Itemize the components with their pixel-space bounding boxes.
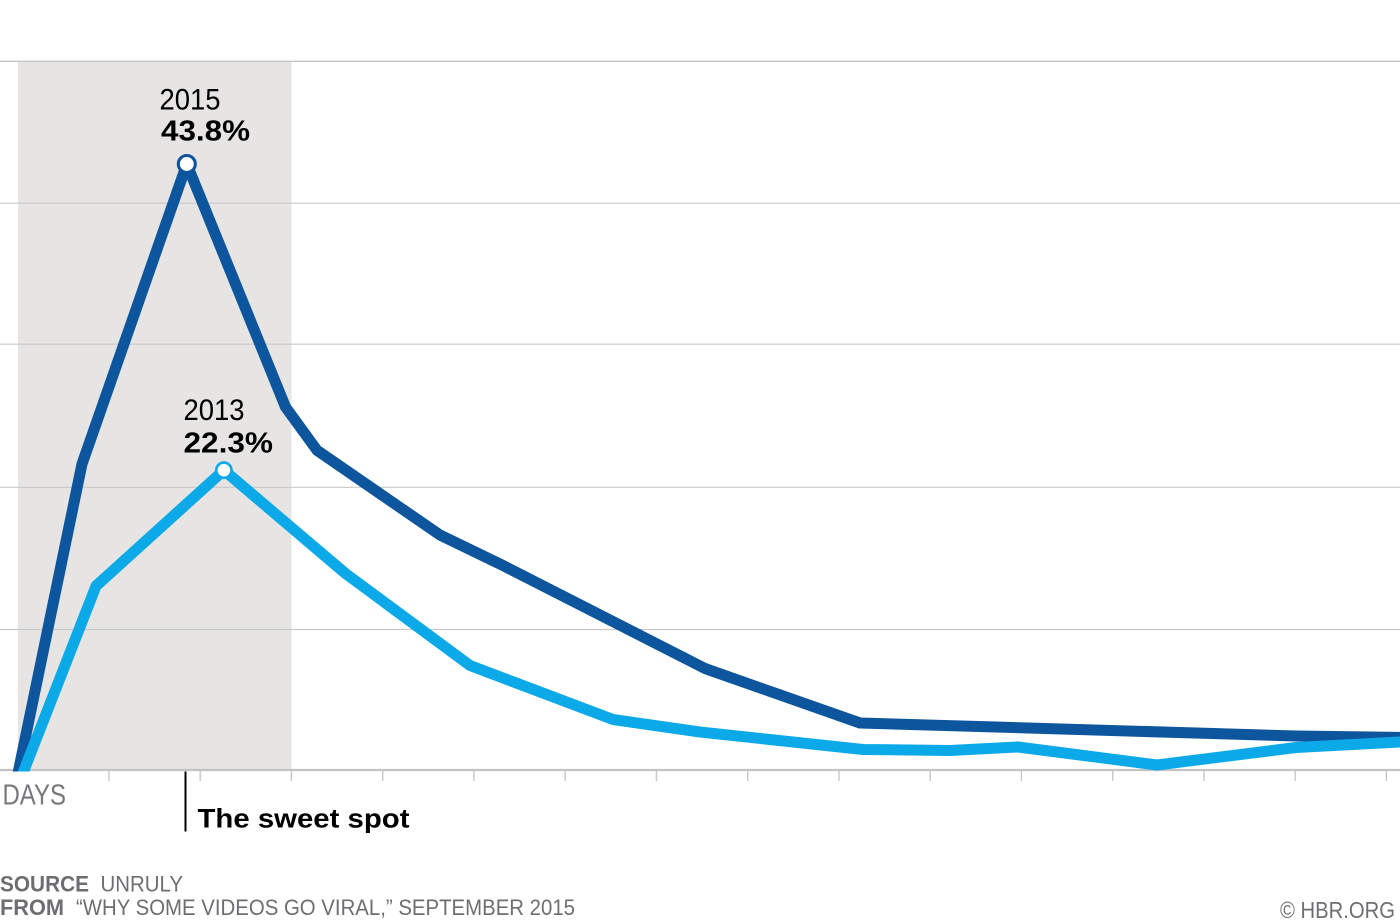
- svg-text:UNRULY: UNRULY: [101, 872, 184, 897]
- svg-text:SOURCE: SOURCE: [0, 872, 89, 897]
- svg-text:“WHY SOME VIDEOS GO VIRAL,” SE: “WHY SOME VIDEOS GO VIRAL,” SEPTEMBER 20…: [76, 895, 575, 920]
- svg-text:43.8%: 43.8%: [161, 115, 250, 147]
- svg-text:2013: 2013: [184, 394, 245, 427]
- svg-text:22.3%: 22.3%: [184, 427, 274, 459]
- svg-text:FROM: FROM: [0, 895, 64, 920]
- svg-text:The sweet spot: The sweet spot: [198, 804, 410, 834]
- svg-text:2015: 2015: [160, 83, 221, 116]
- svg-text:DAYS: DAYS: [3, 780, 67, 812]
- svg-text:© HBR.ORG: © HBR.ORG: [1280, 897, 1395, 922]
